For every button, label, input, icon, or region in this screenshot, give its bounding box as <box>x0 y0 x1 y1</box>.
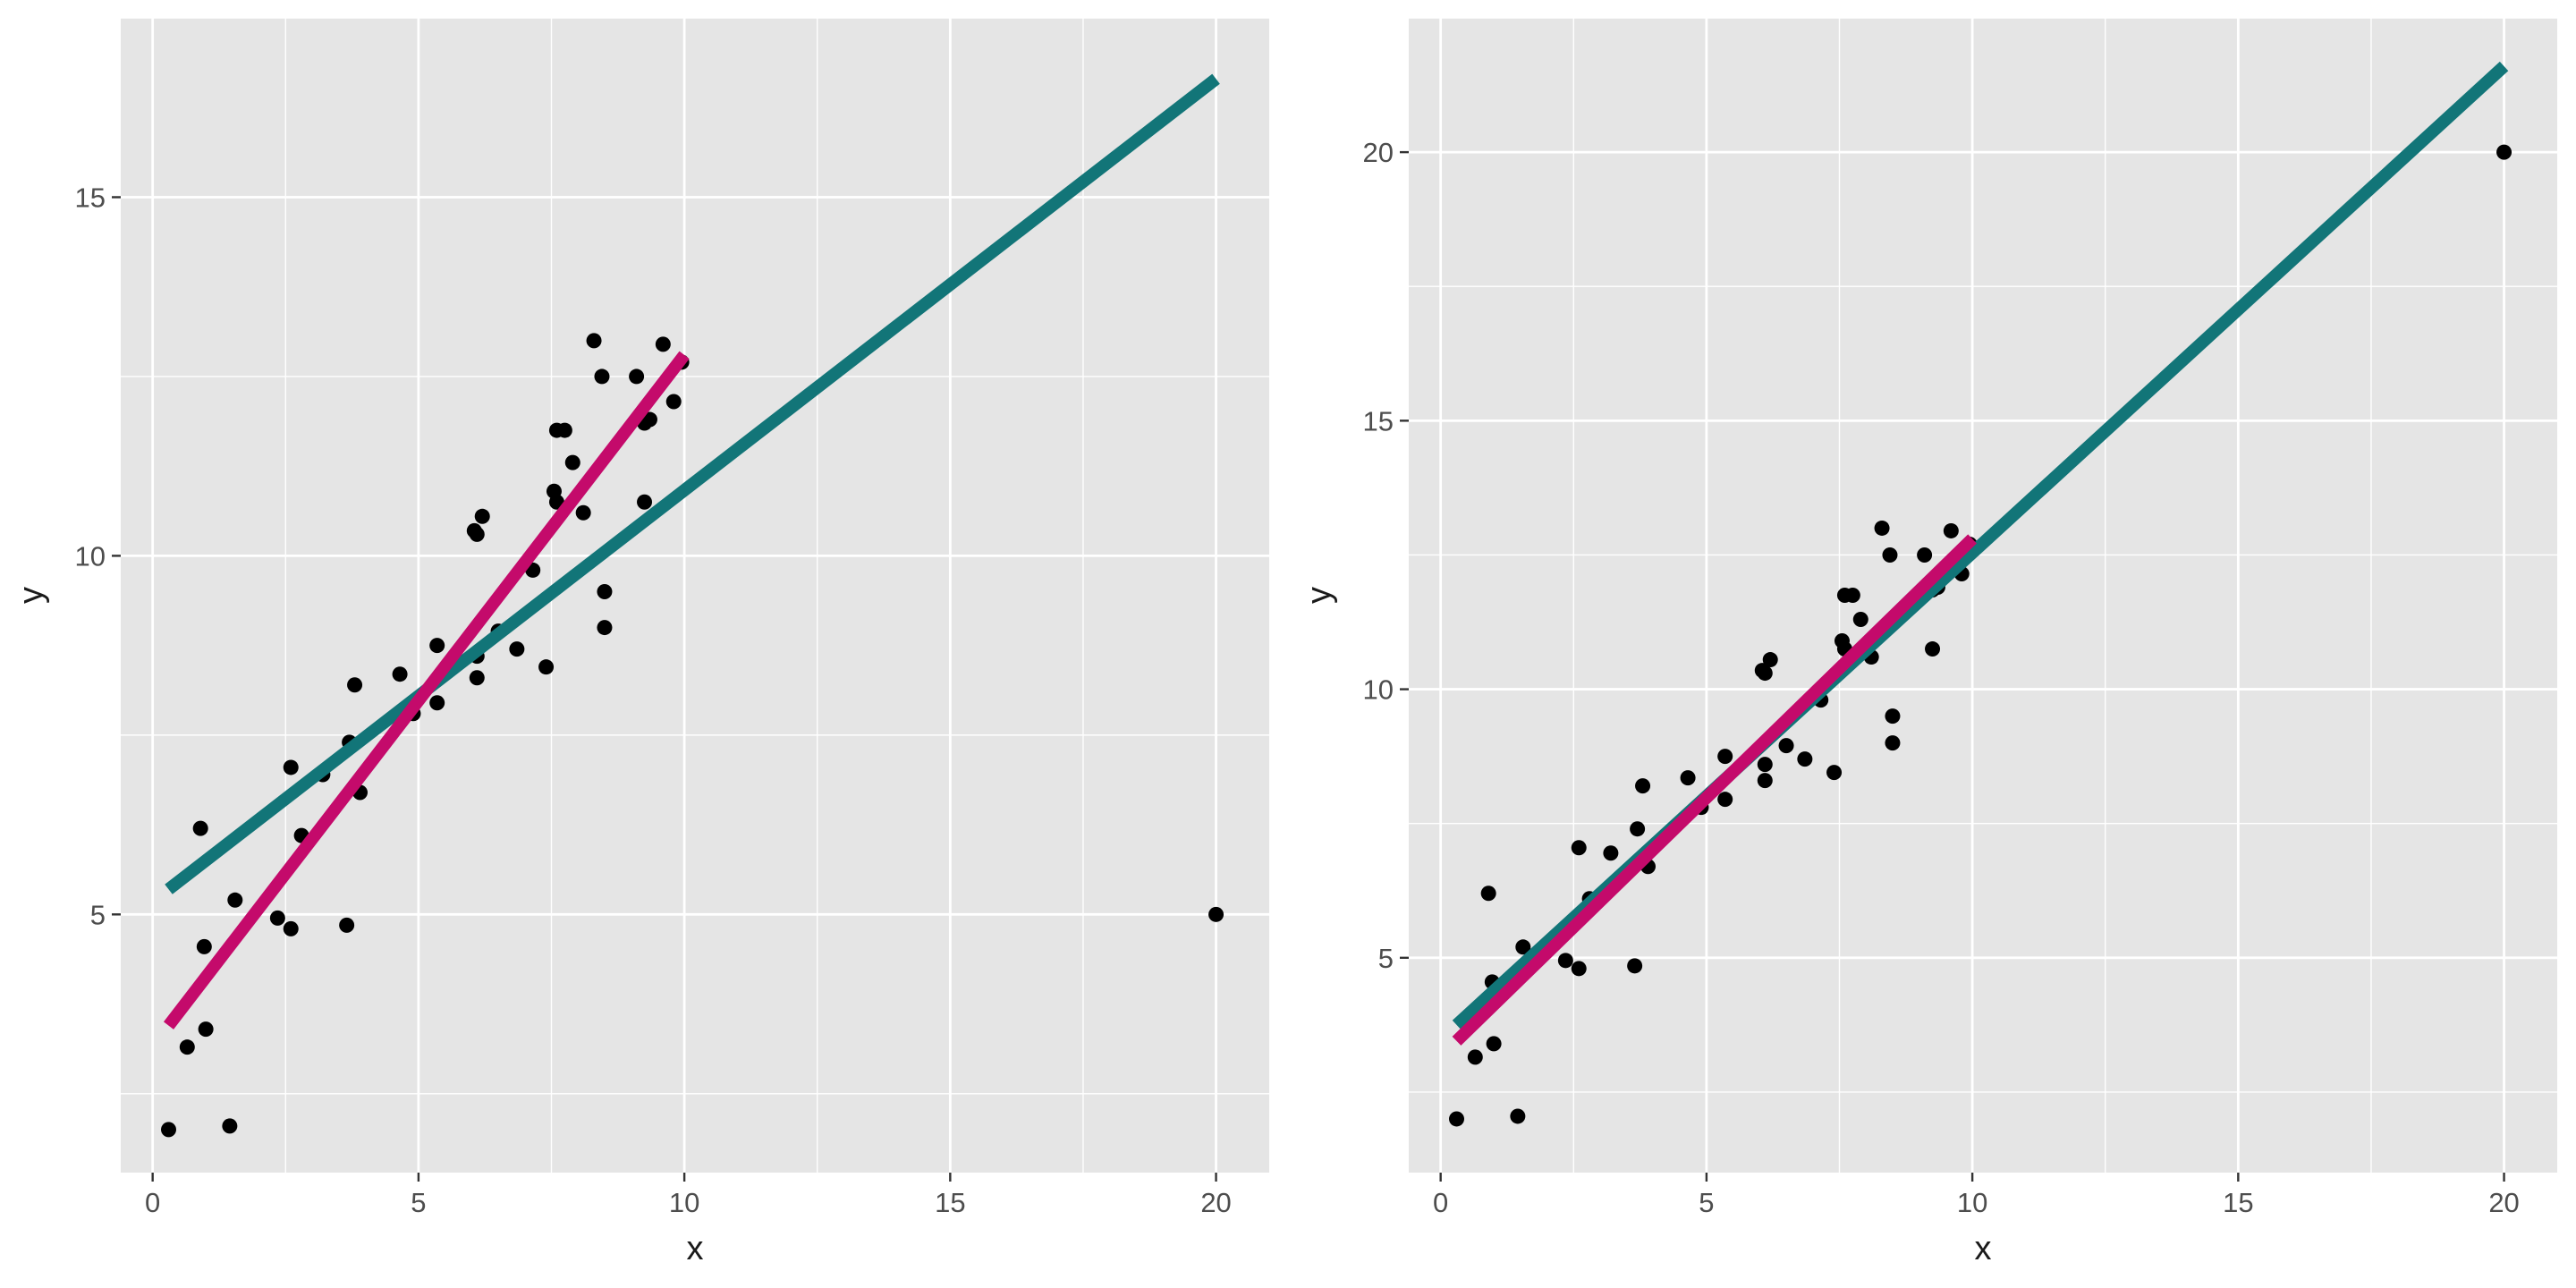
data-point <box>564 454 580 470</box>
data-point <box>1717 749 1733 765</box>
data-point <box>469 526 485 542</box>
data-point <box>597 583 613 599</box>
data-point <box>269 910 285 926</box>
data-point <box>629 369 645 385</box>
data-point <box>1885 735 1901 751</box>
data-point <box>641 411 657 428</box>
data-point <box>1762 652 1778 668</box>
data-point <box>637 494 653 510</box>
data-point <box>594 369 610 385</box>
data-point <box>1826 765 1843 781</box>
data-point <box>161 1122 176 1138</box>
data-point <box>469 670 485 686</box>
data-point <box>1852 612 1868 628</box>
x-tick-label: 20 <box>1200 1187 1231 1218</box>
data-point <box>1778 738 1794 754</box>
fit-line-teal <box>165 73 1220 894</box>
data-point <box>575 504 591 521</box>
x-tick-label: 20 <box>2488 1187 2519 1218</box>
data-point <box>179 1039 195 1055</box>
data-point <box>1557 953 1573 969</box>
data-point <box>655 336 671 352</box>
data-point <box>1943 522 1959 538</box>
data-point <box>556 422 572 438</box>
data-point <box>1757 773 1773 789</box>
panel-background <box>121 18 1269 1173</box>
data-point <box>429 695 445 711</box>
data-point <box>1844 588 1860 603</box>
data-point <box>1635 778 1651 794</box>
data-point <box>1630 821 1646 837</box>
y-tick-label: 20 <box>1363 137 1394 168</box>
data-point <box>222 1118 238 1134</box>
data-point <box>283 920 299 936</box>
data-point <box>1680 770 1696 786</box>
data-point <box>196 938 212 954</box>
data-point <box>2496 144 2512 160</box>
data-point <box>1603 845 1619 861</box>
fit-line-magenta <box>163 351 690 1030</box>
data-point <box>1486 1036 1502 1052</box>
data-point <box>283 759 299 775</box>
y-tick-label: 15 <box>75 182 106 213</box>
y-tick-label: 5 <box>90 899 106 930</box>
y-axis-title: y <box>1301 587 1338 604</box>
data-point <box>1449 1111 1464 1127</box>
y-axis-title: y <box>13 587 50 604</box>
x-tick-label: 15 <box>935 1187 965 1218</box>
data-point <box>1208 906 1224 922</box>
data-point <box>509 641 525 657</box>
data-point <box>1882 547 1898 563</box>
data-point <box>1467 1049 1483 1065</box>
data-point <box>339 917 355 933</box>
x-tick-label: 0 <box>145 1187 160 1218</box>
data-point <box>1627 958 1643 974</box>
data-point <box>1874 520 1890 536</box>
panel-left: 0 5 10 15 20 5 10 15 x y <box>13 17 1269 1267</box>
x-tick-label: 15 <box>2223 1187 2253 1218</box>
data-point <box>597 620 613 636</box>
x-tick-label: 5 <box>1699 1187 1714 1218</box>
data-point <box>227 892 243 908</box>
data-point <box>1757 757 1773 773</box>
x-tick-label: 5 <box>411 1187 426 1218</box>
y-tick-label: 10 <box>1363 674 1394 706</box>
data-point <box>1917 547 1933 563</box>
data-point <box>198 1021 214 1038</box>
panel-right: 0 5 10 15 20 5 10 15 20 x y <box>1301 17 2557 1267</box>
data-point <box>392 666 408 682</box>
y-tick-label: 5 <box>1378 943 1394 974</box>
y-tick-label: 15 <box>1363 405 1394 436</box>
x-axis-title: x <box>687 1230 704 1267</box>
data-point <box>1510 1108 1526 1124</box>
data-point <box>1797 751 1813 767</box>
data-point <box>538 659 555 675</box>
data-point <box>1885 708 1901 724</box>
data-point <box>474 508 490 524</box>
data-point <box>1571 840 1587 856</box>
data-point <box>586 333 602 349</box>
data-point <box>1925 641 1941 657</box>
data-point <box>429 638 445 654</box>
data-point <box>1480 886 1496 902</box>
x-tick-label: 10 <box>1957 1187 1987 1218</box>
panel-background <box>1409 18 2557 1173</box>
fit-line-magenta <box>1452 534 1977 1046</box>
x-axis-title: x <box>1975 1230 1992 1267</box>
data-point <box>1757 665 1773 682</box>
data-point <box>192 820 208 836</box>
data-point <box>1717 792 1733 808</box>
x-tick-label: 0 <box>1433 1187 1448 1218</box>
x-tick-label: 10 <box>669 1187 699 1218</box>
data-point <box>347 677 363 693</box>
data-point <box>1571 961 1587 977</box>
y-tick-label: 10 <box>75 540 106 572</box>
data-point <box>665 394 682 410</box>
data-point <box>1515 939 1531 955</box>
